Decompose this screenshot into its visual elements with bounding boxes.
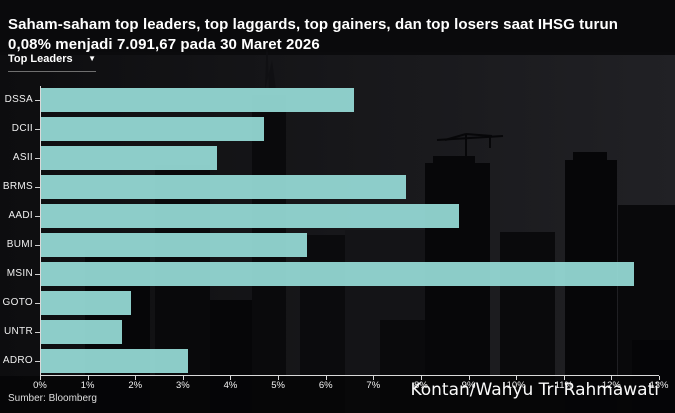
x-axis-tick [611,376,613,380]
x-axis-tick-label: 11% [554,380,573,391]
bar-row: DCII [0,117,675,141]
x-axis-tick [230,376,232,380]
x-axis-tick-label: 0% [33,380,47,391]
bar-row: GOTO [0,291,675,315]
x-axis-tick [87,376,89,380]
y-axis-tick [35,216,40,217]
y-axis-label-dcii: DCII [11,123,33,134]
bar-aadi[interactable] [41,204,459,228]
x-axis-tick-label: 1% [80,380,95,391]
x-axis-tick [278,376,280,380]
y-axis-label-adro: ADRO [2,355,33,366]
bar-row: ASII [0,146,675,170]
x-axis-tick-label: 4% [223,380,238,391]
caret-down-icon: ▼ [88,54,96,63]
x-axis-tick-label: 5% [271,380,285,391]
source-label: Sumber: Bloomberg [8,393,97,404]
x-axis-tick [325,376,327,380]
x-axis-tick [659,376,660,380]
x-axis-tick-label: 8% [414,380,428,391]
y-axis-label-bumi: BUMI [6,239,33,250]
bar-row: DSSA [0,88,675,112]
x-axis-tick-label: 10% [506,380,526,391]
x-axis-tick-label: 7% [366,380,381,391]
series-filter-dropdown[interactable]: Top Leaders ▼ [8,53,96,72]
bar-row: AADI [0,204,675,228]
y-axis-tick [35,158,40,159]
y-axis-tick [35,129,40,130]
x-axis-tick [40,376,41,380]
x-axis-tick-label: 6% [318,380,333,391]
x-axis-tick [373,376,375,380]
y-axis-label-brms: BRMS [2,181,33,192]
x-axis-tick-label: 3% [175,380,190,391]
x-axis-tick [420,376,422,380]
bar-dcii[interactable] [41,117,264,141]
y-axis-label-aadi: AADI [8,210,33,221]
bar-row: BUMI [0,233,675,257]
bar-row: BRMS [0,175,675,199]
y-axis-tick [35,332,40,333]
y-axis-tick [35,361,40,362]
y-axis-label-untr: UNTR [4,326,33,337]
x-axis-tick-label: 12% [601,380,621,391]
credit-label: Kontan/Wahyu Tri Rahmawati [410,380,659,400]
x-axis-tick [563,376,565,380]
x-axis-tick-label: 2% [128,380,143,391]
bar-asii[interactable] [41,146,217,170]
y-axis-label-asii: ASII [12,152,33,163]
bar-row: UNTR [0,320,675,344]
x-axis-tick-label: 13% [649,380,669,391]
y-axis-label-dssa: DSSA [4,94,33,105]
y-axis-tick [35,245,40,246]
y-axis-label-goto: GOTO [2,297,33,308]
y-axis-tick [35,274,40,275]
bar-chart-plot: DSSA DCII ASII BRMS AADI BUMI MSIN GOTO UNTR ADRO [0,85,675,375]
bar-msin[interactable] [41,262,634,286]
chart-title: Saham-saham top leaders, top laggards, t… [8,16,618,54]
x-axis-tick [468,376,470,380]
bar-goto[interactable] [41,291,131,315]
bar-dssa[interactable] [41,88,354,112]
x-axis-tick-label: 9% [461,380,476,391]
series-filter-label: Top Leaders [8,53,73,65]
x-axis-tick [516,376,518,380]
bar-brms[interactable] [41,175,406,199]
y-axis-tick [35,303,40,304]
bar-adro[interactable] [41,349,188,373]
y-axis-tick [35,100,40,101]
y-axis-line [40,86,41,376]
bar-bumi[interactable] [41,233,307,257]
bar-row: ADRO [0,349,675,373]
x-axis-tick [182,376,184,380]
y-axis-label-msin: MSIN [6,268,33,279]
bar-untr[interactable] [41,320,122,344]
x-axis-tick [135,376,137,380]
x-axis-line [40,375,659,376]
bar-row: MSIN [0,262,675,286]
y-axis-tick [35,187,40,188]
x-axis: 0% 1% 2% 3% 4% 5% 6% 7% 8% 9% 10% 11% 12% 13% [33,375,669,397]
